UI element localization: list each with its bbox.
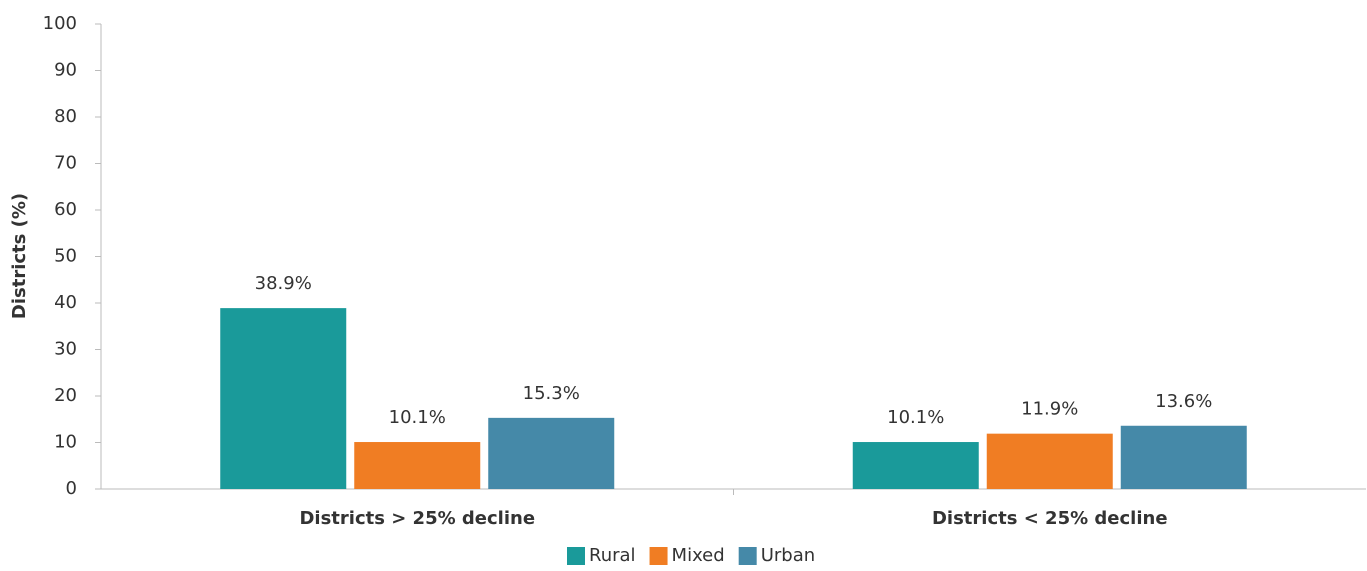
data-label: 38.9% [255,273,312,294]
bar [488,417,615,489]
y-tick-label: 60 [54,199,77,220]
data-label: 11.9% [1021,399,1078,420]
bar [354,442,481,489]
bar [220,308,347,489]
y-tick-label: 20 [54,385,77,406]
y-axis-label: Districts (%) [9,193,30,319]
bar [852,442,979,489]
y-tick-label: 10 [54,432,77,453]
x-tick-label: Districts < 25% decline [932,508,1168,529]
y-tick-label: 30 [54,339,77,360]
data-label: 13.6% [1155,391,1212,412]
y-tick-label: 70 [54,153,77,174]
y-tick-label: 40 [54,292,77,313]
y-tick-label: 0 [66,478,77,499]
y-tick-label: 50 [54,246,77,267]
data-label: 10.1% [389,407,446,428]
legend-swatch [738,547,757,565]
bar [1120,425,1247,489]
y-tick-label: 100 [43,13,77,34]
legend-label: Urban [761,545,815,566]
legend-swatch [649,547,668,565]
bar [986,433,1113,489]
data-label: 15.3% [523,383,580,404]
legend-label: Mixed [672,545,725,566]
x-tick-label: Districts > 25% decline [299,508,535,529]
legend-label: Rural [589,545,636,566]
y-tick-label: 80 [54,106,77,127]
data-label: 10.1% [887,407,944,428]
y-tick-label: 90 [54,60,77,81]
legend-swatch [567,547,585,565]
